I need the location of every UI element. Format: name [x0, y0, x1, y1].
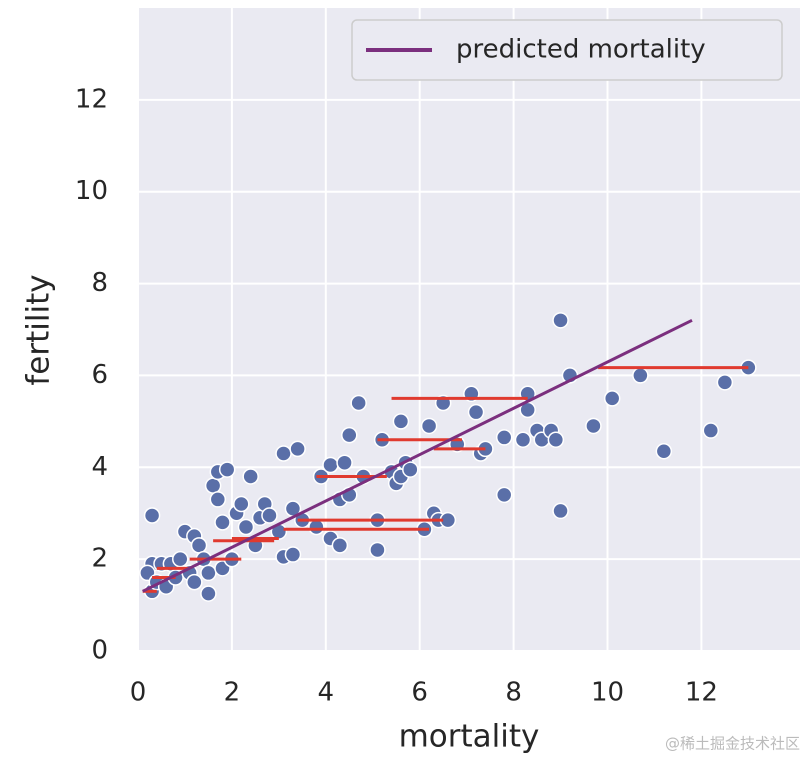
point [495, 486, 513, 504]
point [495, 429, 513, 446]
y-tick-label: 4 [91, 452, 108, 482]
point [402, 461, 419, 478]
point [552, 502, 569, 520]
point [143, 507, 161, 524]
point [322, 456, 339, 474]
point [237, 518, 255, 536]
point [233, 495, 250, 513]
point [467, 403, 485, 421]
regression-line [142, 318, 693, 593]
point [514, 431, 532, 448]
point [702, 422, 720, 439]
point [200, 585, 217, 602]
point [632, 367, 649, 384]
point [209, 491, 227, 508]
y-tick-label: 0 [91, 636, 108, 666]
x-axis-label: mortality [399, 719, 540, 755]
x-tick-label: 2 [224, 678, 241, 708]
x-tick-label: 12 [685, 678, 718, 708]
point [369, 541, 386, 559]
point [186, 573, 203, 591]
point [552, 312, 569, 329]
point [308, 518, 325, 536]
point [336, 454, 353, 471]
point [218, 461, 236, 478]
legend-label: predicted mortality [456, 35, 706, 65]
y-axis-label: fertility [21, 274, 57, 385]
y-tick-label: 6 [91, 360, 108, 390]
point [547, 431, 565, 448]
point [392, 413, 410, 430]
point [716, 374, 734, 391]
x-tick-label: 10 [591, 678, 624, 708]
y-tick-label: 10 [75, 176, 108, 206]
point [214, 514, 231, 531]
point [204, 477, 222, 494]
x-tick-label: 0 [130, 678, 147, 708]
point [284, 546, 302, 563]
x-tick-label: 4 [318, 678, 335, 708]
point [289, 440, 306, 458]
point [655, 442, 673, 460]
point [341, 426, 358, 444]
point [190, 537, 208, 554]
point [585, 417, 602, 435]
x-tick-label: 8 [505, 678, 522, 708]
point [261, 507, 278, 524]
point [275, 445, 292, 462]
point [200, 564, 217, 582]
point [242, 468, 259, 485]
point [172, 550, 189, 568]
y-tick-label: 8 [91, 268, 108, 298]
y-tick-label: 2 [91, 544, 108, 574]
y-tick-label: 12 [75, 84, 108, 114]
watermark: @稀土掘金技术社区 [665, 735, 800, 753]
point [420, 417, 438, 435]
point [331, 537, 349, 554]
x-tick-label: 6 [411, 678, 428, 708]
legend [351, 19, 783, 81]
point [603, 390, 621, 407]
point [350, 394, 367, 412]
